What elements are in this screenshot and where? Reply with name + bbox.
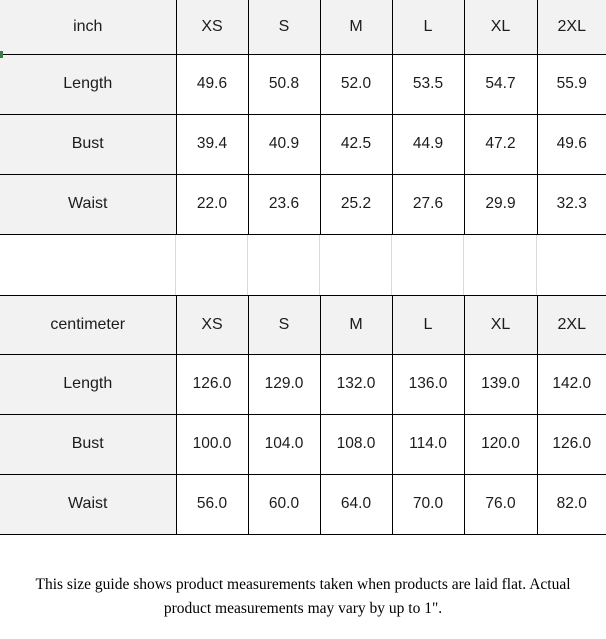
measurement-cell: 139.0 xyxy=(463,353,538,415)
spacer-cell xyxy=(320,234,392,295)
measurement-cell: 27.6 xyxy=(391,173,465,235)
measurement-cell: 29.9 xyxy=(463,173,538,235)
table-row-waist-cm: Waist 56.0 60.0 64.0 70.0 76.0 82.0 xyxy=(0,473,606,535)
size-header-2xl: 2XL xyxy=(536,0,606,55)
measurement-cell: 100.0 xyxy=(175,413,249,475)
cm-header-row: centimeter XS S M L XL 2XL xyxy=(0,294,606,355)
size-header-s: S xyxy=(247,294,321,355)
measurement-cell: 120.0 xyxy=(463,413,538,475)
measurement-cell: 52.0 xyxy=(319,53,393,115)
measurement-cell: 70.0 xyxy=(391,473,465,535)
measurement-cell: 104.0 xyxy=(247,413,321,475)
measurement-cell: 126.0 xyxy=(536,413,606,475)
size-header-xs: XS xyxy=(175,0,249,55)
measurement-cell: 64.0 xyxy=(319,473,393,535)
measurement-cell: 114.0 xyxy=(391,413,465,475)
spacer-cell xyxy=(392,234,464,295)
inch-size-table: inch XS S M L XL 2XL Length 49.6 50.8 52… xyxy=(0,0,606,235)
table-row-bust-inch: Bust 39.4 40.9 42.5 44.9 47.2 49.6 xyxy=(0,113,606,175)
measurement-cell: 42.5 xyxy=(319,113,393,175)
measurement-cell: 55.9 xyxy=(536,53,606,115)
table-row-waist-inch: Waist 22.0 23.6 25.2 27.6 29.9 32.3 xyxy=(0,173,606,235)
table-row-bust-cm: Bust 100.0 104.0 108.0 114.0 120.0 126.0 xyxy=(0,413,606,475)
spacer-cell xyxy=(537,235,606,295)
row-label: Length xyxy=(0,53,177,115)
centimeter-size-table: centimeter XS S M L XL 2XL Length 126.0 … xyxy=(0,294,606,535)
spacer-cell xyxy=(176,234,248,295)
row-label: Waist xyxy=(0,173,177,235)
measurement-cell: 82.0 xyxy=(536,473,606,535)
measurement-cell: 49.6 xyxy=(175,53,249,115)
size-header-2xl: 2XL xyxy=(536,294,606,355)
table-row-length-cm: Length 126.0 129.0 132.0 136.0 139.0 142… xyxy=(0,353,606,415)
size-header-l: L xyxy=(391,0,465,55)
unit-header-inch: inch xyxy=(0,0,177,55)
measurement-cell: 56.0 xyxy=(175,473,249,535)
size-header-xl: XL xyxy=(463,0,538,55)
measurement-cell: 108.0 xyxy=(319,413,393,475)
size-header-xl: XL xyxy=(463,294,538,355)
measurement-cell: 39.4 xyxy=(175,113,249,175)
size-header-m: M xyxy=(319,294,393,355)
measurement-cell: 126.0 xyxy=(175,353,249,415)
row-label: Bust xyxy=(0,113,177,175)
measurement-cell: 129.0 xyxy=(247,353,321,415)
spacer-cell xyxy=(464,234,537,295)
measurement-cell: 76.0 xyxy=(463,473,538,535)
measurement-cell: 47.2 xyxy=(463,113,538,175)
measurement-cell: 50.8 xyxy=(247,53,321,115)
spacer-row xyxy=(0,234,606,295)
measurement-cell: 23.6 xyxy=(247,173,321,235)
size-guide-disclaimer: This size guide shows product measuremen… xyxy=(35,575,571,617)
measurement-cell: 136.0 xyxy=(391,353,465,415)
row-label: Waist xyxy=(0,473,177,535)
measurement-cell: 132.0 xyxy=(319,353,393,415)
measurement-cell: 142.0 xyxy=(536,353,606,415)
inch-header-row: inch XS S M L XL 2XL xyxy=(0,0,606,55)
size-header-l: L xyxy=(391,294,465,355)
spacer-cell xyxy=(0,234,176,295)
measurement-cell: 44.9 xyxy=(391,113,465,175)
measurement-cell: 60.0 xyxy=(247,473,321,535)
spacer-cell xyxy=(248,234,320,295)
row-label: Bust xyxy=(0,413,177,475)
measurement-cell: 49.6 xyxy=(536,113,606,175)
row-label: Length xyxy=(0,353,177,415)
measurement-cell: 40.9 xyxy=(247,113,321,175)
size-header-s: S xyxy=(247,0,321,55)
measurement-cell: 22.0 xyxy=(175,173,249,235)
measurement-cell: 25.2 xyxy=(319,173,393,235)
size-header-m: M xyxy=(319,0,393,55)
selection-tick-marker xyxy=(0,51,3,58)
measurement-cell: 54.7 xyxy=(463,53,538,115)
table-row-length-inch: Length 49.6 50.8 52.0 53.5 54.7 55.9 xyxy=(0,53,606,115)
measurement-cell: 53.5 xyxy=(391,53,465,115)
size-header-xs: XS xyxy=(175,294,249,355)
unit-header-centimeter: centimeter xyxy=(0,294,177,355)
measurement-cell: 32.3 xyxy=(536,173,606,235)
